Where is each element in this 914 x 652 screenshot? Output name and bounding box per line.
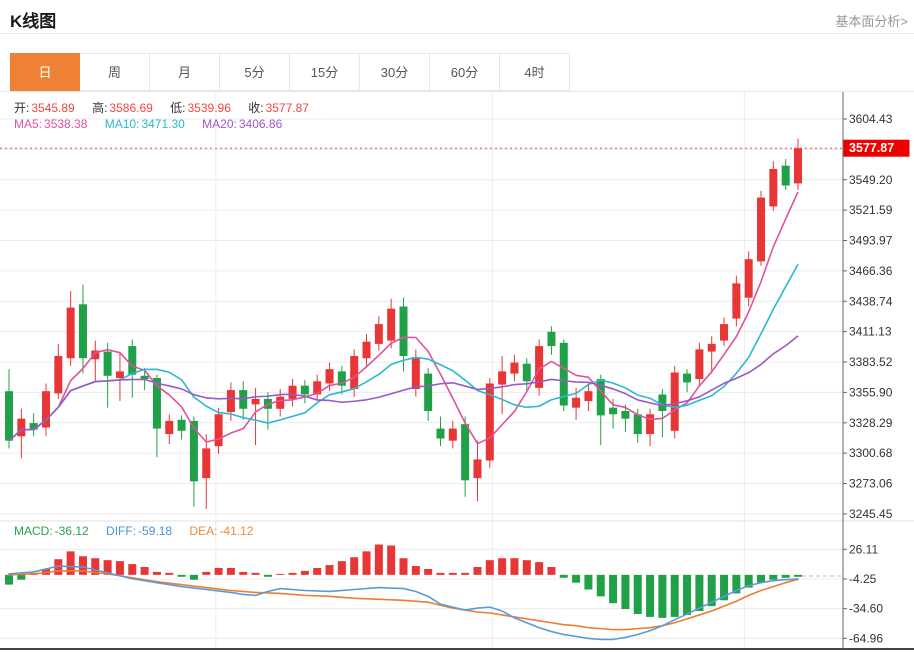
ma10-value: 3471.30 <box>141 117 185 131</box>
open-value: 3545.89 <box>31 101 75 115</box>
ma20-value: 3406.86 <box>238 117 283 131</box>
tab-15min[interactable]: 15分 <box>290 53 360 91</box>
svg-text:3383.52: 3383.52 <box>849 355 893 369</box>
tab-5min[interactable]: 5分 <box>220 53 290 91</box>
high-value: 3586.69 <box>109 101 153 115</box>
candlestick-chart[interactable]: 3604.43 3549.20 3521.59 3493.97 3466.36 3438.… <box>0 92 914 651</box>
macd-label: MACD: <box>14 524 53 538</box>
tab-week[interactable]: 周 <box>80 53 150 91</box>
svg-text:-64.96: -64.96 <box>849 631 883 645</box>
ma20-label: MA20: <box>202 117 237 131</box>
dea-label: DEA: <box>189 524 218 538</box>
svg-text:-34.60: -34.60 <box>849 602 883 616</box>
svg-text:3245.45: 3245.45 <box>849 507 893 521</box>
svg-text:26.11: 26.11 <box>849 542 878 556</box>
page-title: K线图 <box>10 12 57 31</box>
chart-area: 3604.43 3549.20 3521.59 3493.97 3466.36 3438.… <box>0 91 914 650</box>
svg-text:3577.87: 3577.87 <box>849 141 894 155</box>
ma5-label: MA5: <box>14 117 43 131</box>
svg-text:-4.25: -4.25 <box>849 572 877 586</box>
tab-30min[interactable]: 30分 <box>360 53 430 91</box>
svg-text:3493.97: 3493.97 <box>849 234 893 248</box>
page-header: K线图 基本面分析> <box>0 0 914 34</box>
svg-text:3466.36: 3466.36 <box>849 264 893 278</box>
open-label: 开: <box>14 101 30 115</box>
low-label: 低: <box>170 101 186 115</box>
dea-value: -41.12 <box>219 524 254 538</box>
tab-60min[interactable]: 60分 <box>430 53 500 91</box>
fundamental-analysis-link[interactable]: 基本面分析> <box>835 14 908 29</box>
svg-text:3300.68: 3300.68 <box>849 446 893 460</box>
svg-text:3438.74: 3438.74 <box>849 294 893 308</box>
svg-text:3411.13: 3411.13 <box>849 325 892 339</box>
high-label: 高: <box>92 101 108 115</box>
ma-legend: MA5: 3538.38 MA10: 3471.30 MA20: 3406.86 <box>14 117 284 131</box>
close-label: 收: <box>248 101 264 115</box>
svg-text:3273.06: 3273.06 <box>849 477 893 491</box>
svg-text:3604.43: 3604.43 <box>849 112 893 126</box>
tab-month[interactable]: 月 <box>150 53 220 91</box>
svg-text:3521.59: 3521.59 <box>849 203 893 217</box>
svg-text:3549.20: 3549.20 <box>849 173 893 187</box>
ma10-label: MA10: <box>104 117 140 131</box>
low-value: 3539.96 <box>187 101 231 115</box>
macd-legend: MACD: -36.12 DIFF: -59.18 DEA: -41.12 <box>14 524 255 538</box>
svg-text:3355.90: 3355.90 <box>849 385 893 399</box>
ma5-value: 3538.38 <box>44 117 88 131</box>
period-tabbar: 日 周 月 5分 15分 30分 60分 4时 <box>10 53 570 91</box>
diff-value: -59.18 <box>138 524 173 538</box>
macd-value: -36.12 <box>54 524 89 538</box>
close-value: 3577.87 <box>265 101 309 115</box>
diff-label: DIFF: <box>106 524 137 538</box>
tab-4hour[interactable]: 4时 <box>500 53 570 91</box>
tab-day[interactable]: 日 <box>10 53 80 91</box>
svg-text:3328.29: 3328.29 <box>849 416 893 430</box>
ohlc-legend: 开: 3545.89 高: 3586.69 低: 3539.96 收: 3577.87 <box>14 99 311 116</box>
